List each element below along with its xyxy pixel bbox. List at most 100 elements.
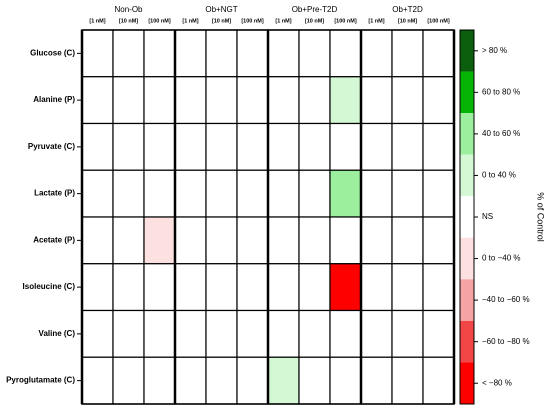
heatmap-cell — [422, 309, 455, 358]
heatmap-cell — [267, 76, 300, 125]
legend-title: % of Control — [536, 192, 546, 242]
legend-border — [459, 29, 475, 405]
row-label: Pyroglutamate (C) — [6, 376, 75, 385]
legend-swatch — [460, 320, 474, 363]
legend-label: < −80 % — [482, 378, 512, 387]
subcolumn-label: [1 nM] — [275, 18, 291, 24]
legend-label: 0 to −40 % — [482, 254, 520, 263]
heatmap-cell — [112, 76, 145, 125]
subcolumn-label: [10 nM] — [212, 18, 231, 24]
heatmap-cell — [205, 169, 238, 218]
row-label: Pyruvate (C) — [28, 142, 75, 151]
row-label: Alanine (P) — [33, 95, 75, 104]
heatmap-cell — [422, 122, 455, 171]
heatmap-cell — [360, 169, 393, 218]
heatmap-cell — [267, 122, 300, 171]
heatmap-cell — [205, 263, 238, 312]
heatmap-cell — [112, 216, 145, 265]
heatmap-cell — [329, 216, 362, 265]
subcolumn-label: [100 nM] — [241, 18, 263, 24]
heatmap-cell — [422, 29, 455, 78]
legend-swatch — [460, 279, 474, 321]
heatmap-cell — [360, 216, 393, 265]
heatmap-cell — [174, 29, 207, 78]
grid-border — [81, 29, 455, 405]
heatmap-cell — [81, 309, 114, 358]
heatmap-cell — [112, 309, 145, 358]
subcolumn-label: [100 nM] — [427, 18, 449, 24]
heatmap-cell — [298, 216, 331, 265]
subcolumn-label: [10 nM] — [398, 18, 417, 24]
heatmap-cell — [422, 216, 455, 265]
heatmap-cell — [360, 309, 393, 358]
row-label: Acetate (P) — [33, 235, 75, 244]
heatmap-cell — [329, 309, 362, 358]
heatmap-cell — [422, 356, 455, 405]
heatmap-cell — [205, 216, 238, 265]
legend-swatch — [460, 196, 474, 238]
legend-swatch — [460, 71, 474, 114]
group-label: Non-Ob — [114, 5, 143, 14]
heatmap-cell — [236, 263, 269, 312]
heatmap-cell — [112, 122, 145, 171]
heatmap-cell — [267, 309, 300, 358]
heatmap-cell — [112, 169, 145, 218]
legend-label: 60 to 80 % — [482, 87, 520, 96]
heatmap-cell — [205, 76, 238, 125]
legend-label: 0 to 40 % — [482, 171, 516, 180]
heatmap-cell — [360, 356, 393, 405]
heatmap-cell — [298, 263, 331, 312]
heatmap-cell — [174, 169, 207, 218]
legend-swatch — [460, 113, 474, 155]
legend-label: −40 to −60 % — [482, 295, 530, 304]
heatmap-cell — [81, 356, 114, 405]
heatmap-cell — [143, 169, 176, 218]
legend-swatch — [460, 362, 474, 404]
legend-label: −60 to −80 % — [482, 337, 530, 346]
heatmap-cell — [391, 122, 424, 171]
heatmap-cell — [391, 356, 424, 405]
heatmap-cell — [360, 122, 393, 171]
heatmap-cell — [81, 263, 114, 312]
heatmap-cell — [298, 309, 331, 358]
legend-swatch — [460, 237, 474, 280]
heatmap-cell — [236, 216, 269, 265]
heatmap-cell — [143, 216, 176, 265]
heatmap-cell — [81, 76, 114, 125]
heatmap-cell — [329, 356, 362, 405]
heatmap-cell — [112, 356, 145, 405]
heatmap-cell — [205, 309, 238, 358]
heatmap-cell — [391, 76, 424, 125]
heatmap-cell — [329, 263, 362, 312]
heatmap-cell — [174, 356, 207, 405]
legend-label: NS — [482, 212, 493, 221]
heatmap-cell — [298, 169, 331, 218]
heatmap-cell — [360, 76, 393, 125]
heatmap-cell — [143, 263, 176, 312]
heatmap-cell — [112, 29, 145, 78]
row-label: Isoleucine (C) — [23, 282, 76, 291]
subcolumn-label: [1 nM] — [368, 18, 384, 24]
heatmap-cell — [81, 122, 114, 171]
heatmap-cell — [422, 76, 455, 125]
group-label: Ob+Pre-T2D — [292, 5, 338, 14]
heatmap-cell — [391, 216, 424, 265]
heatmap-cell — [422, 169, 455, 218]
heatmap-cell — [81, 216, 114, 265]
heatmap-cell — [391, 309, 424, 358]
heatmap-cell — [143, 29, 176, 78]
heatmap-cell — [174, 76, 207, 125]
heatmap-cell — [298, 76, 331, 125]
heatmap-cell — [391, 263, 424, 312]
heatmap-cell — [329, 29, 362, 78]
heatmap-cell — [143, 76, 176, 125]
heatmap-cell — [143, 356, 176, 405]
subcolumn-label: [100 nM] — [334, 18, 356, 24]
subcolumn-label: [100 nM] — [148, 18, 170, 24]
heatmap-cell — [205, 122, 238, 171]
heatmap-cell — [391, 29, 424, 78]
heatmap-cell — [329, 169, 362, 218]
heatmap-cell — [236, 76, 269, 125]
row-label: Valine (C) — [39, 329, 76, 338]
